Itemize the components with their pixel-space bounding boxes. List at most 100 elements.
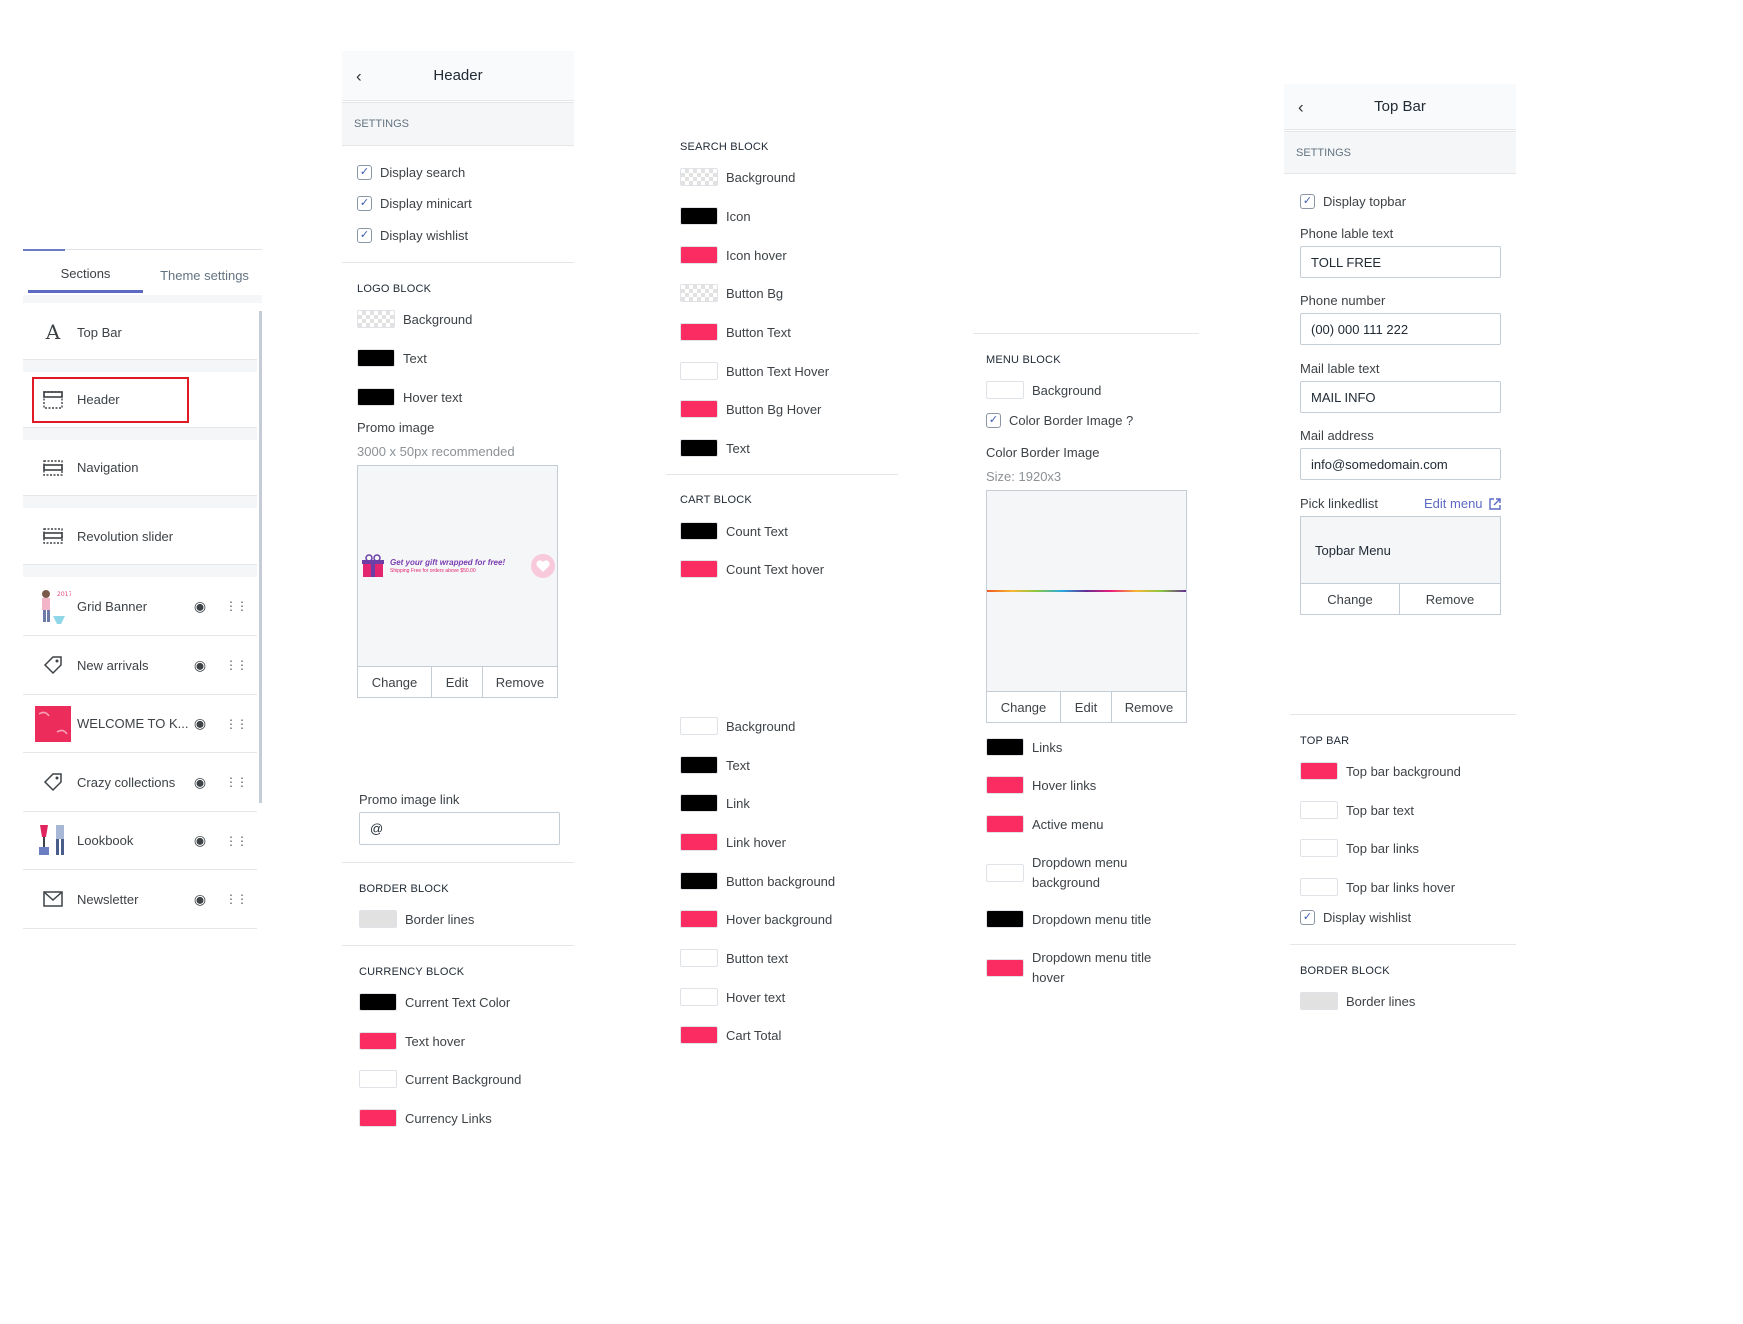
- color-swatch[interactable]: [680, 246, 718, 264]
- color-swatch[interactable]: [680, 1026, 718, 1044]
- sidebar-item-top-bar[interactable]: A Top Bar: [23, 305, 257, 360]
- display-topbar-checkbox[interactable]: ✓ Display topbar: [1300, 194, 1406, 209]
- search-icon-hover-swatch[interactable]: Icon hover: [680, 246, 787, 264]
- topbar-border-lines-swatch[interactable]: Border lines: [1300, 992, 1415, 1010]
- sidebar-item-newsletter[interactable]: Newsletter ◉ ⋮⋮: [23, 870, 257, 929]
- color-swatch[interactable]: [986, 776, 1024, 794]
- dropdown-menu-title-swatch[interactable]: Dropdown menu title: [986, 910, 1151, 928]
- color-swatch[interactable]: [680, 168, 718, 186]
- mail-address-input[interactable]: info@somedomain.com: [1300, 448, 1501, 480]
- display-search-checkbox[interactable]: ✓ Display search: [357, 165, 465, 180]
- sidebar-scrollbar[interactable]: [259, 311, 262, 803]
- color-swatch[interactable]: [359, 1070, 397, 1088]
- top-bar-background-swatch[interactable]: Top bar background: [1300, 762, 1461, 780]
- cart-text-swatch[interactable]: Text: [680, 756, 750, 774]
- color-swatch[interactable]: [1300, 839, 1338, 857]
- edit-button[interactable]: Edit: [1061, 692, 1112, 722]
- tab-theme-settings[interactable]: Theme settings: [160, 267, 249, 283]
- color-swatch[interactable]: [680, 833, 718, 851]
- eye-icon[interactable]: ◉: [193, 773, 207, 790]
- color-swatch[interactable]: [1300, 878, 1338, 896]
- dropdown-menu-title-hover-swatch[interactable]: Dropdown menu title hover: [986, 948, 1176, 988]
- sidebar-item-new-arrivals[interactable]: New arrivals ◉ ⋮⋮: [23, 636, 257, 695]
- color-swatch[interactable]: [680, 910, 718, 928]
- eye-icon[interactable]: ◉: [193, 890, 207, 907]
- sidebar-item-header[interactable]: Header: [23, 372, 257, 428]
- color-swatch[interactable]: [680, 439, 718, 457]
- current-background-swatch[interactable]: Current Background: [359, 1070, 521, 1088]
- currency-links-swatch[interactable]: Currency Links: [359, 1109, 492, 1127]
- back-chevron-icon[interactable]: ‹: [1298, 97, 1304, 116]
- topbar-menu-card[interactable]: Topbar Menu: [1300, 516, 1501, 584]
- remove-button[interactable]: Remove: [1124, 699, 1174, 715]
- promo-image-preview[interactable]: Get your gift wrapped for free! Shipping…: [357, 465, 558, 667]
- color-swatch[interactable]: [680, 323, 718, 341]
- cart-background-swatch[interactable]: Background: [680, 717, 795, 735]
- drag-handle-icon[interactable]: ⋮⋮: [225, 892, 248, 906]
- color-swatch[interactable]: [986, 738, 1024, 756]
- search-background-swatch[interactable]: Background: [680, 168, 795, 186]
- edit-menu-link[interactable]: Edit menu: [1424, 496, 1501, 511]
- color-swatch[interactable]: [1300, 801, 1338, 819]
- color-border-image-preview[interactable]: [986, 490, 1187, 692]
- eye-icon[interactable]: ◉: [193, 715, 207, 731]
- cart-button-background-swatch[interactable]: Button background: [680, 872, 835, 890]
- change-button[interactable]: Change: [1301, 584, 1400, 614]
- color-swatch[interactable]: [680, 362, 718, 380]
- color-swatch[interactable]: [359, 910, 397, 928]
- search-button-text-swatch[interactable]: Button Text: [680, 323, 791, 341]
- color-swatch[interactable]: [680, 207, 718, 225]
- remove-button[interactable]: Remove: [1425, 591, 1475, 607]
- cart-hover-background-swatch[interactable]: Hover background: [680, 910, 832, 928]
- tab-sections[interactable]: Sections: [28, 257, 143, 293]
- top-bar-links-swatch[interactable]: Top bar links: [1300, 839, 1419, 857]
- eye-icon[interactable]: ◉: [193, 832, 207, 848]
- change-button[interactable]: Change: [987, 692, 1061, 722]
- color-swatch[interactable]: [359, 1032, 397, 1050]
- mail-label-input[interactable]: MAIL INFO: [1300, 381, 1501, 413]
- display-wishlist-checkbox[interactable]: ✓ Display wishlist: [357, 228, 468, 243]
- color-swatch[interactable]: [680, 400, 718, 418]
- display-minicart-checkbox[interactable]: ✓ Display minicart: [357, 196, 472, 211]
- phone-label-input[interactable]: TOLL FREE: [1300, 246, 1501, 278]
- color-swatch[interactable]: [359, 993, 397, 1011]
- eye-icon[interactable]: ◉: [193, 656, 207, 673]
- color-swatch[interactable]: [986, 864, 1024, 882]
- color-swatch[interactable]: [986, 910, 1024, 928]
- color-swatch[interactable]: [680, 560, 718, 578]
- dropdown-menu-background-swatch[interactable]: Dropdown menu background: [986, 853, 1176, 893]
- drag-handle-icon[interactable]: ⋮⋮: [225, 658, 248, 672]
- color-swatch[interactable]: [986, 959, 1024, 977]
- color-swatch[interactable]: [1300, 762, 1338, 780]
- search-button-text-hover-swatch[interactable]: Button Text Hover: [680, 362, 829, 380]
- sidebar-item-lookbook[interactable]: Lookbook ◉ ⋮⋮: [23, 812, 257, 870]
- search-button-bg-hover-swatch[interactable]: Button Bg Hover: [680, 400, 821, 418]
- color-swatch[interactable]: [680, 949, 718, 967]
- sidebar-item-grid-banner[interactable]: 2017 Grid Banner ◉ ⋮⋮: [23, 577, 257, 636]
- top-bar-links-hover-swatch[interactable]: Top bar links hover: [1300, 878, 1455, 896]
- color-border-image-checkbox[interactable]: ✓ Color Border Image ?: [986, 413, 1133, 428]
- remove-button[interactable]: Remove: [495, 674, 545, 690]
- sidebar-item-revolution-slider[interactable]: Revolution slider: [23, 508, 257, 565]
- current-text-color-swatch[interactable]: Current Text Color: [359, 993, 510, 1011]
- logo-hover-text-swatch[interactable]: Hover text: [357, 388, 462, 406]
- cart-hover-text-swatch[interactable]: Hover text: [680, 988, 785, 1006]
- color-swatch[interactable]: [680, 872, 718, 890]
- drag-handle-icon[interactable]: ⋮⋮: [225, 599, 248, 613]
- drag-handle-icon[interactable]: ⋮⋮: [225, 833, 248, 848]
- cart-count-text-hover-swatch[interactable]: Count Text hover: [680, 560, 824, 578]
- promo-image-link-input[interactable]: @: [359, 812, 560, 845]
- cart-count-text-swatch[interactable]: Count Text: [680, 522, 788, 540]
- cart-total-swatch[interactable]: Cart Total: [680, 1026, 781, 1044]
- color-swatch[interactable]: [359, 1109, 397, 1127]
- sidebar-item-navigation[interactable]: Navigation: [23, 440, 257, 496]
- logo-background-swatch[interactable]: Background: [357, 310, 472, 328]
- color-swatch[interactable]: [680, 284, 718, 302]
- menu-active-swatch[interactable]: Active menu: [986, 815, 1104, 833]
- menu-background-swatch[interactable]: Background: [986, 381, 1101, 399]
- menu-hover-links-swatch[interactable]: Hover links: [986, 776, 1096, 794]
- menu-links-swatch[interactable]: Links: [986, 738, 1062, 756]
- drag-handle-icon[interactable]: ⋮⋮: [225, 775, 248, 789]
- cart-link-hover-swatch[interactable]: Link hover: [680, 833, 786, 851]
- currency-text-hover-swatch[interactable]: Text hover: [359, 1032, 465, 1050]
